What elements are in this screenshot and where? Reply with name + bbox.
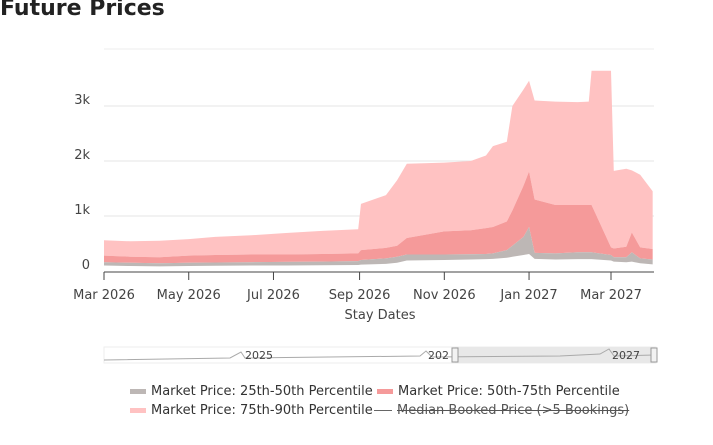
- y-tick-label: 3k: [74, 93, 90, 108]
- legend-swatch: [130, 389, 146, 394]
- page-title: Future Prices: [0, 0, 165, 21]
- legend-item-75-90[interactable]: Market Price: 75th-90th Percentile: [130, 403, 373, 418]
- x-tick-label: Jul 2026: [246, 288, 300, 303]
- legend-swatch: [130, 408, 146, 413]
- legend-swatch: [377, 389, 393, 394]
- y-tick-label: 0: [82, 258, 90, 273]
- rangeslider-handle[interactable]: [650, 347, 658, 363]
- legend-item-25-50[interactable]: Market Price: 25th-50th Percentile: [130, 384, 373, 399]
- rangeslider-year-label: 2027: [612, 349, 640, 362]
- x-tick-label: Mar 2027: [580, 288, 642, 303]
- y-tick-label: 1k: [74, 203, 90, 218]
- x-tick-label: May 2026: [157, 288, 221, 303]
- rangeslider-mini-line: [103, 348, 655, 361]
- x-tick-label: Jan 2027: [499, 288, 557, 303]
- legend-label: Market Price: 25th-50th Percentile: [151, 384, 373, 399]
- area-75-90: [104, 70, 653, 258]
- legend-item-median-hidden[interactable]: Median Booked Price (>5 Bookings): [374, 403, 629, 418]
- area-50-75: [104, 171, 653, 264]
- x-tick-label: Nov 2026: [413, 288, 476, 303]
- x-tick-label: Sep 2026: [329, 288, 391, 303]
- legend-label: Market Price: 75th-90th Percentile: [151, 403, 373, 418]
- y-tick-label: 2k: [74, 148, 90, 163]
- rangeslider-year-label: 202: [428, 349, 449, 362]
- legend-item-50-75[interactable]: Market Price: 50th-75th Percentile: [377, 384, 620, 399]
- x-axis-title: Stay Dates: [345, 308, 416, 323]
- rangeslider-handle[interactable]: [451, 347, 459, 363]
- rangeslider-year-label: 2025: [245, 349, 273, 362]
- x-tick-label: Mar 2026: [73, 288, 135, 303]
- legend-label: Market Price: 50th-75th Percentile: [398, 384, 620, 399]
- legend-label: Median Booked Price (>5 Bookings): [397, 403, 630, 418]
- legend-line-swatch: [374, 409, 392, 412]
